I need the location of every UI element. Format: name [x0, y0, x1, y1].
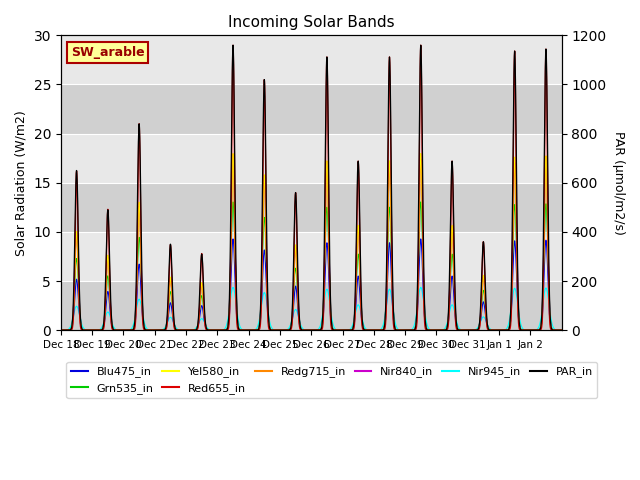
- Bar: [61, 84, 561, 133]
- Bar: [61, 183, 561, 232]
- Text: SW_arable: SW_arable: [71, 46, 145, 59]
- Legend: Blu475_in, Grn535_in, Yel580_in, Red655_in, Redg715_in, Nir840_in, Nir945_in, PA: Blu475_in, Grn535_in, Yel580_in, Red655_…: [67, 362, 597, 398]
- Bar: [61, 281, 561, 330]
- Bar: [61, 232, 561, 281]
- Bar: [61, 36, 561, 84]
- Bar: [61, 133, 561, 183]
- Y-axis label: Solar Radiation (W/m2): Solar Radiation (W/m2): [15, 110, 28, 256]
- Title: Incoming Solar Bands: Incoming Solar Bands: [228, 15, 395, 30]
- Y-axis label: PAR (μmol/m2/s): PAR (μmol/m2/s): [612, 131, 625, 235]
